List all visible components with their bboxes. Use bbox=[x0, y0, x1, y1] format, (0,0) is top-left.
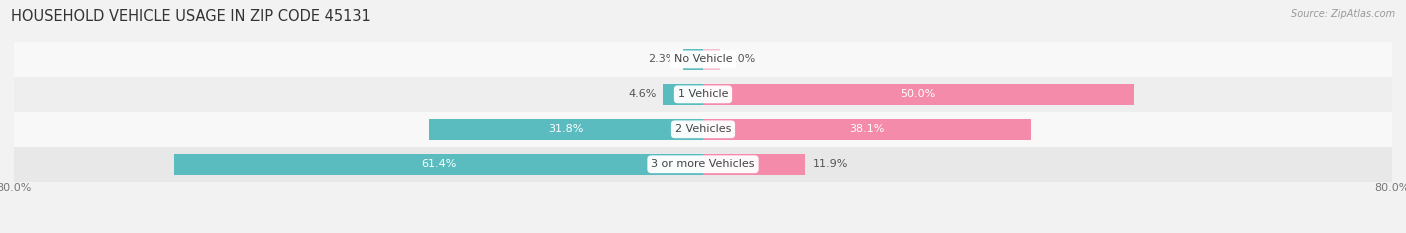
Text: 2.3%: 2.3% bbox=[648, 55, 676, 64]
Bar bbox=[14, 42, 1392, 77]
Legend: Owner-occupied, Renter-occupied: Owner-occupied, Renter-occupied bbox=[589, 230, 817, 233]
Text: 4.6%: 4.6% bbox=[628, 89, 657, 99]
Text: 1 Vehicle: 1 Vehicle bbox=[678, 89, 728, 99]
Text: No Vehicle: No Vehicle bbox=[673, 55, 733, 64]
Bar bbox=[664, 84, 703, 105]
Text: 31.8%: 31.8% bbox=[548, 124, 583, 134]
Text: 0.0%: 0.0% bbox=[727, 55, 755, 64]
Text: 61.4%: 61.4% bbox=[420, 159, 457, 169]
Text: Source: ZipAtlas.com: Source: ZipAtlas.com bbox=[1291, 9, 1395, 19]
Bar bbox=[14, 147, 1392, 182]
Bar bbox=[174, 154, 703, 175]
Text: 80.0%: 80.0% bbox=[0, 184, 32, 193]
Bar bbox=[429, 119, 703, 140]
Bar bbox=[703, 154, 806, 175]
Bar bbox=[703, 49, 720, 70]
Bar bbox=[683, 49, 703, 70]
Text: 2 Vehicles: 2 Vehicles bbox=[675, 124, 731, 134]
Bar bbox=[703, 119, 1031, 140]
Bar bbox=[14, 77, 1392, 112]
Bar bbox=[14, 112, 1392, 147]
Text: 11.9%: 11.9% bbox=[813, 159, 848, 169]
Text: HOUSEHOLD VEHICLE USAGE IN ZIP CODE 45131: HOUSEHOLD VEHICLE USAGE IN ZIP CODE 4513… bbox=[11, 9, 371, 24]
Bar bbox=[703, 84, 1133, 105]
Text: 50.0%: 50.0% bbox=[901, 89, 936, 99]
Text: 3 or more Vehicles: 3 or more Vehicles bbox=[651, 159, 755, 169]
Text: 80.0%: 80.0% bbox=[1374, 184, 1406, 193]
Text: 38.1%: 38.1% bbox=[849, 124, 884, 134]
